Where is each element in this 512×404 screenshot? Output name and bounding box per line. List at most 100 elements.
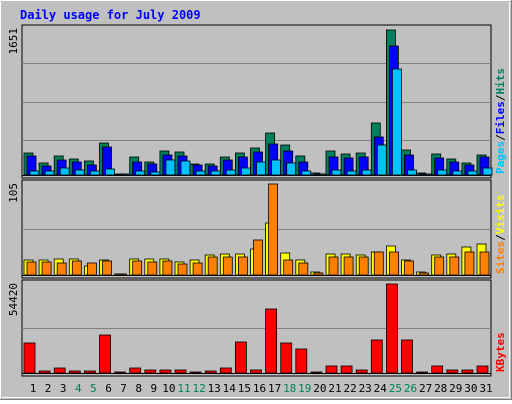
legend-entry: / <box>494 234 507 241</box>
x-tick-label-day-13: 13 <box>208 382 221 395</box>
bar-sites-day-13 <box>207 256 218 276</box>
x-tick-label-day-21: 21 <box>328 382 341 395</box>
bar-kbytes-day-13 <box>204 370 217 374</box>
bar-pages-day-3 <box>59 167 70 176</box>
bar-kbytes-day-4 <box>68 370 81 374</box>
x-tick-label-day-31: 31 <box>479 382 492 395</box>
bar-sites-day-26 <box>404 260 414 276</box>
panel-legend-kbytes: KBytes <box>494 332 507 372</box>
x-tick-label-day-27: 27 <box>419 382 432 395</box>
legend-entry: Hits <box>494 68 507 95</box>
panel-legend-visits_sites: Sites/Visits <box>494 195 507 275</box>
legend-entry: Visits <box>494 195 507 235</box>
legend-entry: Pages <box>494 141 507 174</box>
bar-sites-day-6 <box>102 260 112 276</box>
bar-kbytes-day-2 <box>38 370 51 374</box>
bar-pages-day-9 <box>150 171 161 176</box>
x-tick-label-day-18: 18 <box>283 382 296 395</box>
bar-sites-day-25 <box>388 251 399 276</box>
bar-kbytes-day-17 <box>265 308 278 374</box>
bar-kbytes-day-22 <box>340 365 353 374</box>
bar-kbytes-day-10 <box>159 369 172 374</box>
x-tick-label-day-29: 29 <box>449 382 462 395</box>
bar-pages-day-23 <box>361 169 372 176</box>
bar-sites-day-30 <box>464 251 475 276</box>
x-tick-label-day-11: 11 <box>177 382 190 395</box>
bar-kbytes-day-15 <box>234 341 247 374</box>
bar-kbytes-day-12 <box>189 371 202 374</box>
bar-pages-day-15 <box>240 167 251 176</box>
bar-sites-day-14 <box>222 256 233 276</box>
bar-pages-day-31 <box>482 167 493 176</box>
bar-kbytes-day-19 <box>295 348 308 374</box>
bar-pages-day-18 <box>286 162 297 176</box>
bar-pages-day-8 <box>135 170 146 176</box>
panel-ymax-label-hits_files_pages: 1651 <box>7 28 20 55</box>
x-tick-label-day-30: 30 <box>464 382 477 395</box>
bar-kbytes-day-16 <box>250 369 262 374</box>
x-tick-label-day-8: 8 <box>135 382 142 395</box>
bar-sites-day-5 <box>87 262 97 276</box>
x-tick-label-day-24: 24 <box>374 382 388 395</box>
bar-kbytes-day-9 <box>144 369 157 374</box>
bar-pages-day-22 <box>346 170 357 176</box>
x-tick-label-day-22: 22 <box>343 382 356 395</box>
x-tick-label-day-5: 5 <box>90 382 97 395</box>
bar-kbytes-day-6 <box>99 334 111 374</box>
bar-pages-day-5 <box>90 170 100 176</box>
bar-sites-day-4 <box>71 260 82 276</box>
legend-entry: Files <box>494 101 507 134</box>
bar-pages-day-30 <box>467 170 478 176</box>
bar-sites-day-1 <box>26 261 37 276</box>
bar-pages-day-26 <box>407 169 417 176</box>
bar-kbytes-day-23 <box>355 369 368 374</box>
bar-pages-day-7 <box>120 173 130 176</box>
bar-kbytes-day-29 <box>446 369 459 374</box>
legend-entry: KBytes <box>494 332 507 372</box>
bar-pages-day-1 <box>29 170 40 176</box>
bar-pages-day-20 <box>316 173 327 176</box>
legend-entry: / <box>494 94 507 101</box>
x-tick-label-day-12: 12 <box>192 382 205 395</box>
bar-pages-day-13 <box>210 170 221 176</box>
bar-kbytes-day-5 <box>84 370 96 374</box>
bar-sites-day-20 <box>313 272 324 276</box>
bar-sites-day-18 <box>283 259 294 276</box>
bar-sites-day-19 <box>298 262 309 276</box>
bar-sites-day-7 <box>117 273 127 276</box>
bar-kbytes-day-1 <box>23 342 36 374</box>
bar-kbytes-day-14 <box>219 367 232 374</box>
bar-pages-day-25 <box>391 68 402 176</box>
x-tick-label-day-7: 7 <box>120 382 127 395</box>
bar-kbytes-day-11 <box>174 369 187 374</box>
bar-kbytes-day-30 <box>461 369 474 374</box>
bar-pages-day-28 <box>437 169 448 176</box>
x-axis-day-labels: 1 2 3 4 5 6 7 8 9 10 11 12 13 14 15 16 17 18 19 20 21 22 23 24 2… <box>30 382 493 395</box>
panels-layer: 1651Pages/Files/Hits105Sites/Visits54420… <box>7 24 507 377</box>
x-tick-label-day-26: 26 <box>404 382 417 395</box>
x-tick-label-day-19: 19 <box>298 382 311 395</box>
bar-pages-day-4 <box>74 169 85 176</box>
x-tick-label-day-17: 17 <box>268 382 281 395</box>
bar-kbytes-day-31 <box>476 365 489 374</box>
bar-sites-day-9 <box>147 261 158 276</box>
bar-sites-day-22 <box>343 256 354 276</box>
bar-kbytes-day-25 <box>385 283 398 374</box>
bar-kbytes-day-7 <box>114 371 126 374</box>
bar-pages-day-10 <box>165 159 176 176</box>
x-tick-label-day-4: 4 <box>75 382 82 395</box>
bar-sites-day-11 <box>177 263 188 276</box>
bar-pages-day-27 <box>422 173 433 176</box>
bar-sites-day-17 <box>268 183 279 276</box>
bar-pages-day-19 <box>301 170 312 176</box>
bar-kbytes-day-21 <box>325 365 338 374</box>
bar-pages-day-11 <box>180 160 191 176</box>
bar-pages-day-29 <box>452 170 463 176</box>
x-tick-label-day-3: 3 <box>60 382 67 395</box>
bar-kbytes-day-3 <box>53 367 66 374</box>
bar-kbytes-day-18 <box>280 342 293 374</box>
x-tick-label-day-23: 23 <box>359 382 372 395</box>
bar-pages-day-6 <box>105 168 115 176</box>
bar-kbytes-day-20 <box>310 371 323 374</box>
x-tick-label-day-1: 1 <box>30 382 37 395</box>
